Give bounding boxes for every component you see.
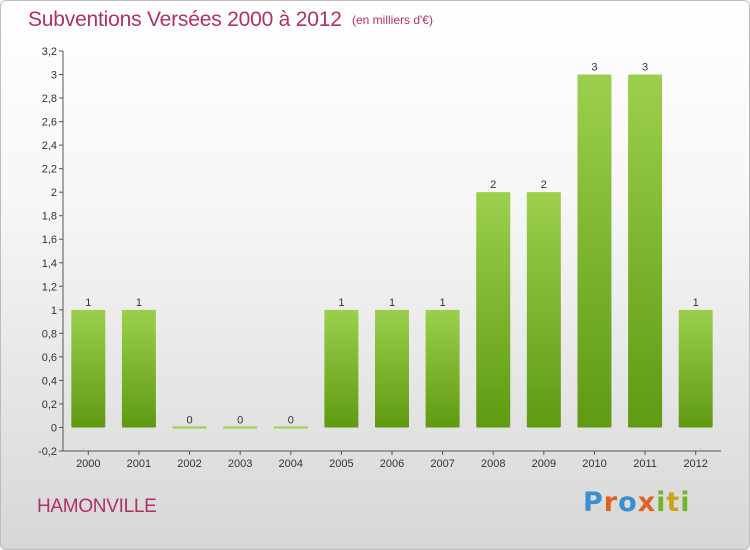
y-tick-label: 1,8 [42,211,57,223]
x-tick-label: 2008 [481,458,505,470]
bar-2011 [628,74,663,428]
data-label-2007: 1 [440,297,446,309]
y-tick-label: 2 [51,187,57,199]
data-label-2002: 0 [186,414,192,426]
bar-2008 [476,192,511,428]
bar-2010 [577,74,612,428]
bar-2004 [273,426,308,429]
data-label-2010: 3 [591,62,597,74]
data-label-2005: 1 [338,297,344,309]
y-tick-label: 0,8 [42,328,57,340]
y-tick-label: 1,6 [42,234,57,246]
x-tick-label: 2004 [279,458,303,470]
bar-2012 [678,309,713,428]
y-tick-label: -0,2 [38,446,57,458]
y-tick-label: 0,2 [42,399,57,411]
y-tick-label: 2,2 [42,164,57,176]
x-tick-label: 2002 [177,458,201,470]
data-label-2001: 1 [136,297,142,309]
town-name: HAMONVILLE [37,496,157,517]
x-tick-label: 2011 [633,458,657,470]
x-tick-label: 2012 [683,458,707,470]
y-tick-label: 0,4 [42,375,57,387]
x-tick-label: 2007 [430,458,454,470]
y-tick-label: 2,4 [42,140,57,152]
y-tick-label: 1 [51,305,57,317]
data-label-2003: 0 [237,414,243,426]
x-tick-label: 2003 [228,458,252,470]
bar-2007 [425,309,460,428]
bar-2000 [71,309,106,428]
data-label-2008: 2 [490,179,496,191]
proxiti-logo: Proxiti [583,487,691,518]
data-label-2009: 2 [541,179,547,191]
x-tick-label: 2009 [532,458,556,470]
bar-2006 [375,309,409,428]
y-tick-label: 3,2 [42,46,57,58]
y-tick-label: 0 [51,422,57,434]
data-label-2000: 1 [85,297,91,309]
y-tick-label: 1,4 [42,258,57,270]
bar-2009 [526,192,561,428]
chart-title: Subventions Versées 2000 à 2012 [28,8,342,31]
y-tick-label: 3 [51,70,57,82]
y-tick-label: 2,6 [42,117,57,129]
chart-unit: (en milliers d'€) [352,13,433,27]
x-tick-label: 2001 [127,458,151,470]
bar-2003 [223,426,258,429]
bar-2001 [121,309,156,428]
x-tick-label: 2006 [380,458,404,470]
y-tick-label: 0,6 [42,352,57,364]
y-tick-label: 2,8 [42,93,57,105]
data-label-2004: 0 [288,414,294,426]
x-tick-label: 2010 [582,458,606,470]
x-tick-label: 2005 [329,458,353,470]
bar-2002 [172,426,207,429]
data-label-2011: 3 [642,62,648,74]
data-label-2006: 1 [389,297,395,309]
bar-2005 [324,309,359,428]
data-label-2012: 1 [693,297,699,309]
x-tick-label: 2000 [76,458,100,470]
y-tick-label: 1,2 [42,281,57,293]
